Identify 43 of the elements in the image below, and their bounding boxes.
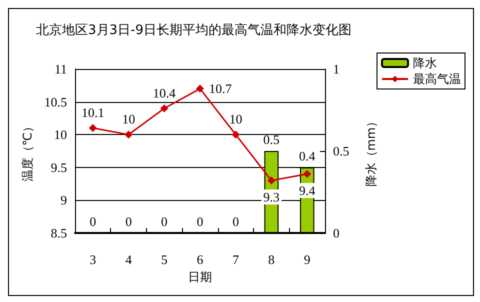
point [267,176,276,185]
x-tick-label: 5 [161,252,168,267]
data-label: 0.4 [299,148,316,164]
y-tick-label: 8.5 [50,226,67,240]
y-tick-label: 11 [54,62,67,76]
y-axis-title: 温度（℃） [20,120,34,182]
y2-tick-label: 0.5 [333,144,350,158]
legend-label: 最高气温 [413,72,461,86]
data-label: 0 [232,214,239,229]
data-label: 10.4 [152,85,176,100]
y2-tick-label: 1 [333,62,340,76]
data-label: 10.7 [209,81,232,96]
chart-title: 北京地区3月3日-9日长期平均的最高气温和降水变化图 [36,22,352,38]
data-label: 0 [161,214,168,229]
data-label: 0 [90,214,96,229]
data-label: 10.1 [81,105,104,120]
point [196,84,204,93]
data-label: 9.3 [263,190,280,205]
x-tick-label: 8 [268,252,275,267]
x-tick-label: 9 [304,252,310,267]
y2-tick-label: 0 [333,226,340,240]
data-label: 0 [196,214,204,229]
data-label: 0.5 [263,132,280,147]
data-label: 9.4 [299,182,316,198]
y-tick-label: 10.5 [44,94,67,110]
point [160,104,168,112]
x-axis-title: 日期 [188,270,212,284]
x-tick-label: 7 [232,252,240,267]
x-tick-label: 4 [125,252,132,267]
data-label: 0 [125,214,132,229]
legend-label: 降水 [413,56,437,70]
y-tick-label: 10 [54,127,67,142]
point [232,130,240,139]
y2-axis-title: 降水（mm） [364,115,378,187]
y-tick-label: 9 [60,192,67,208]
data-label: 10 [229,112,242,127]
data-label: 10 [122,112,136,127]
x-tick-label: 3 [90,252,96,267]
x-tick-label: 6 [196,252,204,267]
point [124,130,133,139]
point [303,170,312,178]
y-tick-label: 9.5 [50,160,67,175]
point [88,124,97,132]
